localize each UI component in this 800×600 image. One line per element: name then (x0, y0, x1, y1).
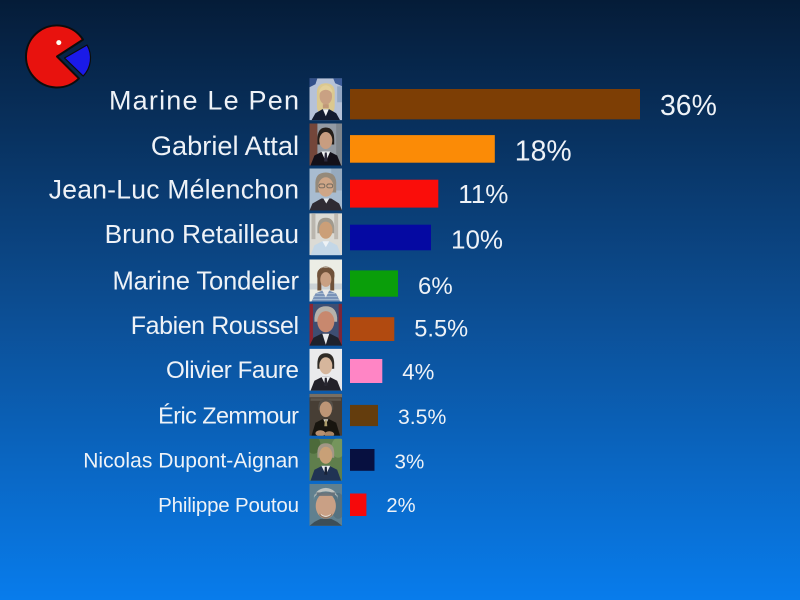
svg-text:Marine Tondelier: Marine Tondelier (113, 267, 300, 295)
svg-text:Fabien Roussel: Fabien Roussel (131, 312, 299, 340)
svg-text:Marine Le Pen: Marine Le Pen (109, 85, 300, 115)
svg-text:6%: 6% (418, 273, 453, 300)
svg-text:Bruno Retailleau: Bruno Retailleau (105, 219, 299, 249)
svg-text:10%: 10% (451, 225, 503, 255)
svg-text:4%: 4% (402, 360, 434, 385)
svg-text:3%: 3% (395, 451, 425, 474)
svg-text:5.5%: 5.5% (414, 317, 468, 343)
svg-text:3.5%: 3.5% (398, 406, 446, 429)
svg-text:Olivier Faure: Olivier Faure (166, 357, 299, 384)
svg-text:2%: 2% (386, 495, 415, 517)
svg-text:Philippe Poutou: Philippe Poutou (158, 494, 299, 517)
svg-text:11%: 11% (458, 179, 508, 209)
svg-text:Gabriel Attal: Gabriel Attal (151, 130, 299, 161)
svg-text:Éric Zemmour: Éric Zemmour (158, 403, 299, 429)
svg-text:Nicolas Dupont-Aignan: Nicolas Dupont-Aignan (83, 450, 299, 473)
svg-text:18%: 18% (515, 135, 572, 167)
svg-text:Jean-Luc Mélenchon: Jean-Luc Mélenchon (49, 175, 300, 205)
svg-text:36%: 36% (660, 90, 717, 122)
